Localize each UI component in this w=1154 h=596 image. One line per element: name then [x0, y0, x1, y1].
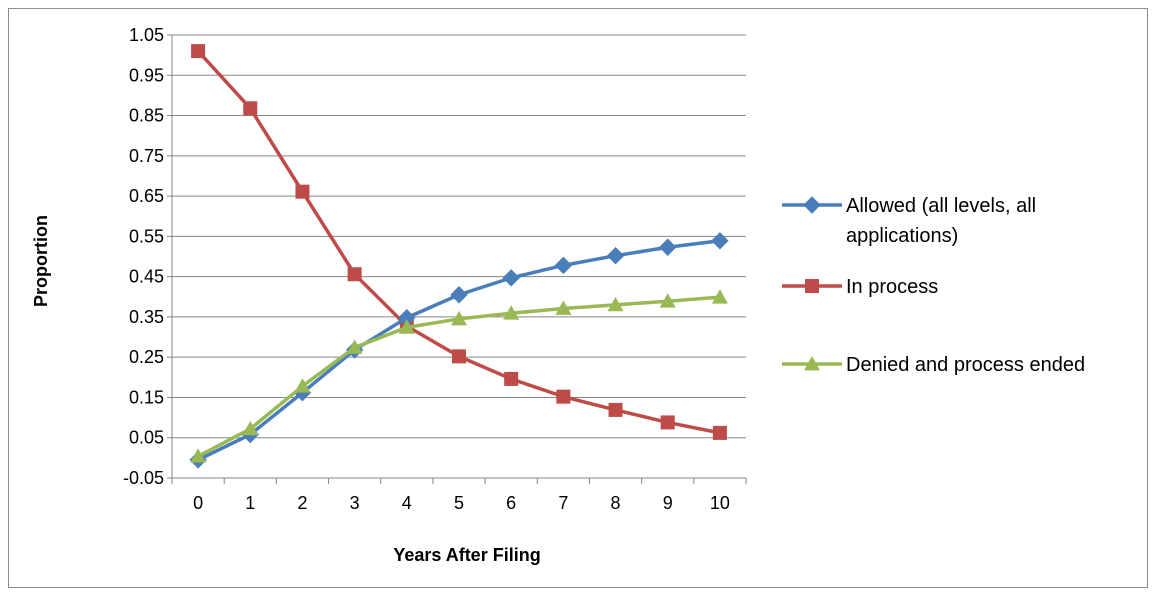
y-tick-label: 0.05: [129, 428, 164, 448]
data-point: [450, 286, 468, 304]
data-point: [659, 293, 676, 308]
series-square: [191, 44, 727, 440]
data-point: [502, 269, 520, 287]
legend-marker: [804, 356, 820, 371]
data-point: [242, 420, 259, 436]
data-point: [556, 389, 571, 404]
axes: [167, 34, 747, 484]
y-tick-label: 0.95: [129, 65, 164, 85]
series-line: [196, 49, 721, 435]
legend-entry: In process: [782, 276, 938, 298]
y-axis-title: Proportion: [31, 215, 51, 307]
data-point: [346, 339, 363, 354]
legend: Allowed (all levels, all applications) In …: [782, 195, 1085, 376]
x-tick-label: 2: [297, 493, 307, 513]
y-tick-label: 0.45: [129, 267, 164, 287]
data-point: [504, 371, 519, 386]
x-tick-label: 8: [611, 493, 621, 513]
data-point: [606, 246, 625, 265]
x-tick-label: 5: [454, 493, 464, 513]
data-point: [191, 44, 206, 59]
data-point: [608, 402, 623, 417]
series-triangle: [190, 289, 728, 463]
legend-marker: [805, 279, 819, 293]
y-tick-label: 0.85: [129, 106, 164, 126]
x-tick-label: 4: [402, 493, 412, 513]
y-tick-label: 0.15: [129, 387, 164, 407]
data-point: [711, 232, 729, 250]
legend-label: In process: [846, 276, 938, 298]
data-point: [554, 256, 573, 275]
data-point: [295, 184, 310, 199]
data-point: [660, 415, 675, 430]
data-point: [711, 289, 728, 304]
y-tick-label: -0.05: [123, 468, 164, 488]
x-tick-labels: 0 1 2 3 4 5 6 7 8 9 10: [193, 493, 730, 513]
data-point: [243, 101, 258, 116]
data-point: [555, 300, 572, 315]
legend-entry: Denied and process ended: [782, 354, 1085, 376]
legend-marker: [803, 196, 821, 214]
y-tick-label: 0.65: [129, 186, 164, 206]
y-tick-label: 0.75: [129, 146, 164, 166]
data-point: [398, 319, 415, 334]
line-chart: -0.05 0.05 0.15 0.25 0.35 0.45 0.55 0.65 0.75 0.8…: [31, 25, 1085, 565]
y-tick-label: 1.05: [129, 25, 164, 45]
y-tick-label: 0.35: [129, 307, 164, 327]
x-tick-label: 1: [245, 493, 255, 513]
data-point: [451, 310, 467, 326]
data-point: [294, 378, 311, 393]
series-lines: [189, 44, 729, 469]
x-tick-label: 0: [193, 493, 203, 513]
data-point: [712, 425, 727, 440]
x-tick-label: 10: [710, 493, 730, 513]
data-point: [607, 296, 624, 312]
legend-label: Denied and process ended: [846, 354, 1085, 376]
x-tick-label: 3: [350, 493, 360, 513]
data-point: [347, 267, 362, 282]
chart-frame: -0.05 0.05 0.15 0.25 0.35 0.45 0.55 0.65 0.75 0.8…: [8, 8, 1148, 588]
legend-entry: Allowed (all levels, all applications): [782, 195, 1036, 247]
data-point: [190, 448, 207, 463]
x-axis-title: Years After Filing: [393, 545, 540, 565]
x-tick-label: 6: [506, 493, 516, 513]
data-point: [452, 349, 466, 364]
x-tick-label: 9: [663, 493, 673, 513]
data-point: [503, 305, 520, 320]
x-tick-label: 7: [558, 493, 568, 513]
data-point: [659, 238, 677, 256]
y-tick-labels: -0.05 0.05 0.15 0.25 0.35 0.45 0.55 0.65 0.75 0.8…: [123, 25, 164, 488]
y-tick-label: 0.25: [129, 347, 164, 367]
y-tick-label: 0.55: [129, 226, 164, 246]
legend-label: applications): [846, 225, 958, 247]
legend-label: Allowed (all levels, all: [846, 195, 1036, 217]
gridlines: [172, 34, 746, 439]
